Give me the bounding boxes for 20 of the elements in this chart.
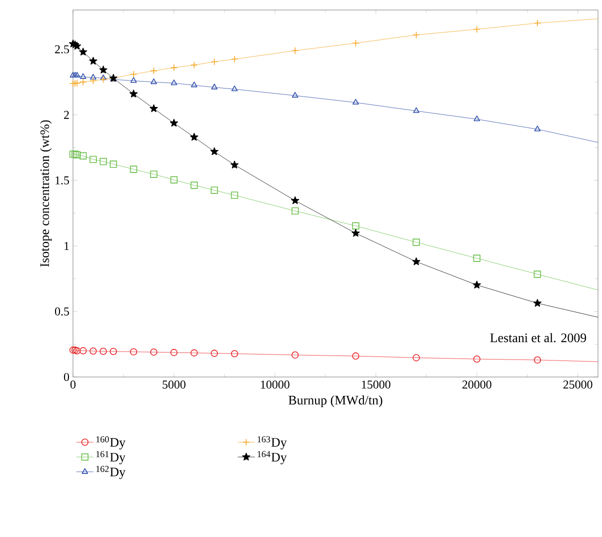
x-axis-title: Burnup (MWd/tn) <box>288 395 382 408</box>
y-tick-label: 1 <box>64 242 69 250</box>
y-tick-label: 2.5 <box>55 45 70 54</box>
x-tick-label: 10000 <box>261 380 290 389</box>
x-tick-label: 0 <box>70 380 76 389</box>
y-tick-label: 0.5 <box>54 307 70 316</box>
x-tick-label: 15000 <box>362 380 390 389</box>
x-tick-label: 5000 <box>162 380 186 389</box>
legend-label: $^{162}$Dy <box>96 466 126 480</box>
legend-label: $^{164}$Dy <box>258 451 287 464</box>
y-axis-title: Isotope concentration (wt%) <box>40 120 52 267</box>
x-tick-label: 25000 <box>563 380 592 389</box>
legend-label: $^{163}$Dy <box>258 436 287 450</box>
y-tick-label: 1.5 <box>56 176 70 184</box>
legend-label: $^{160}$Dy <box>96 436 126 450</box>
y-tick-label: 0 <box>64 372 70 382</box>
annotation: Lestani et al. 2009 <box>490 333 586 342</box>
x-tick-label: 20000 <box>462 380 492 389</box>
legend-label: $^{161}$Dy <box>96 451 126 464</box>
y-tick-label: 2 <box>64 110 69 119</box>
